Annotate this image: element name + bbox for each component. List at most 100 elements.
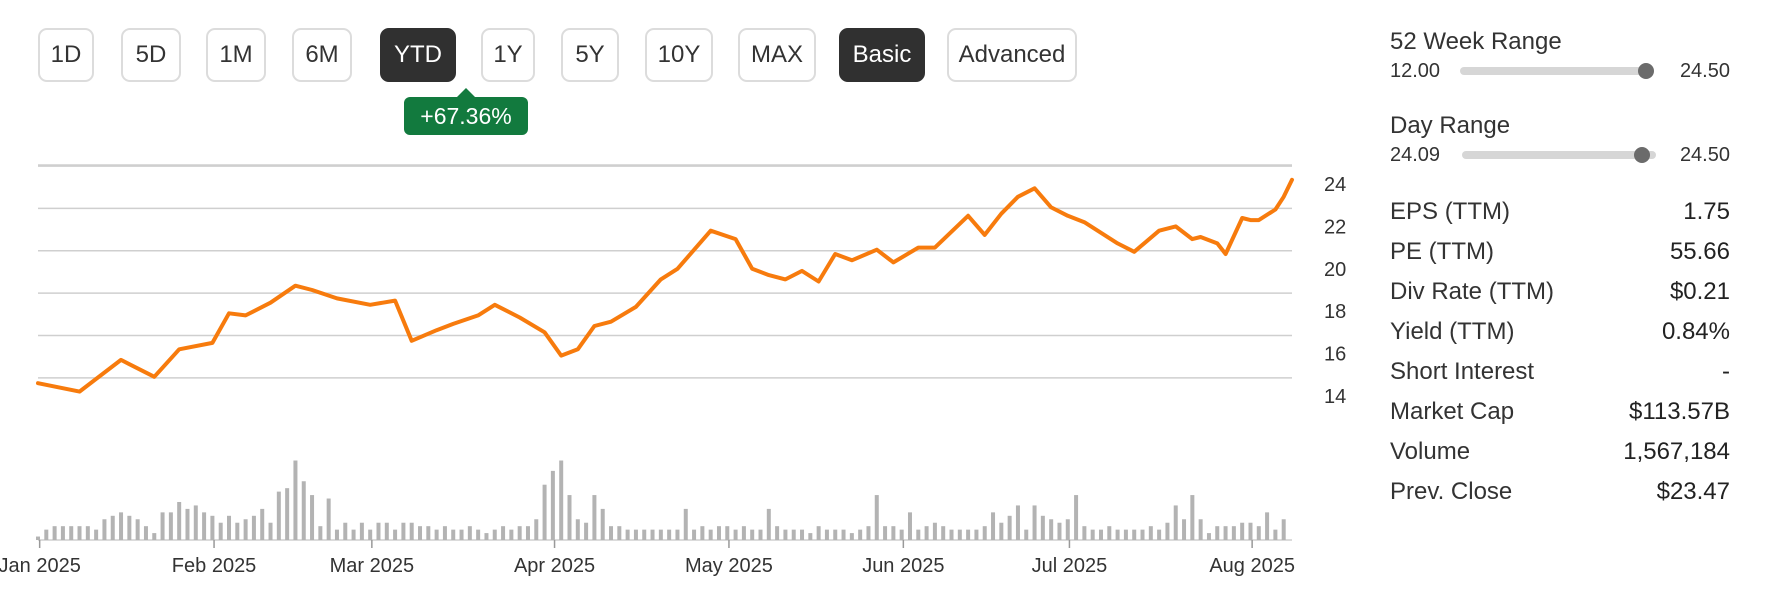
volume-bar [592, 495, 597, 540]
volume-bar [434, 529, 439, 540]
range-10y-button[interactable]: 10Y [645, 28, 713, 82]
volume-bar [110, 515, 115, 540]
x-tick-label: Feb 2025 [172, 555, 257, 577]
volume-bar [542, 484, 547, 540]
volume-bar [459, 529, 464, 540]
volume-bar [833, 529, 838, 540]
volume-bar [525, 526, 530, 540]
week52-track [1460, 67, 1650, 75]
week52-marker [1638, 63, 1655, 79]
volume-bar [891, 526, 896, 540]
volume-bar [941, 526, 946, 540]
volume-bar [36, 536, 40, 540]
volume-bar [418, 526, 423, 540]
stat-div-rate: Div Rate (TTM) $0.21 [1390, 272, 1730, 312]
volume-bar [260, 508, 265, 540]
day-low: 24.09 [1390, 144, 1441, 166]
range-ytd-button[interactable]: YTD [380, 28, 456, 82]
volume-bar [1248, 522, 1253, 540]
volume-bar [492, 529, 497, 540]
stat-short-interest: Short Interest - [1390, 352, 1730, 392]
range-6m-button[interactable]: 6M [292, 28, 352, 82]
volume-bar [467, 526, 472, 540]
volume-bar [268, 522, 273, 540]
y-tick-label: 22 [1324, 216, 1346, 238]
stat-prev-close: Prev. Close $23.47 [1390, 472, 1730, 512]
volume-bar [168, 512, 173, 540]
volume-bar [1231, 526, 1236, 540]
day-marker [1634, 147, 1651, 163]
volume-bar [517, 526, 522, 540]
volume-bar [94, 529, 99, 540]
y-axis-ticks: 14 16 18 20 22 24 [1324, 174, 1346, 408]
volume-bar [1123, 529, 1128, 540]
stat-value: $23.47 [1656, 478, 1730, 505]
volume-bar [251, 515, 256, 540]
stat-pe: PE (TTM) 55.66 [1390, 232, 1730, 272]
mode-advanced-button[interactable]: Advanced [947, 28, 1077, 82]
volume-bar [1273, 529, 1278, 540]
volume-bar [916, 529, 921, 540]
volume-bar [393, 529, 398, 540]
volume-bar [44, 529, 49, 540]
stat-label: EPS (TTM) [1390, 198, 1510, 225]
range-1m-button[interactable]: 1M [206, 28, 266, 82]
volume-bar [1065, 519, 1070, 540]
stat-label: Div Rate (TTM) [1390, 278, 1554, 305]
stat-yield: Yield (TTM) 0.84% [1390, 312, 1730, 352]
volume-bar [899, 529, 904, 540]
volume-bar [310, 495, 315, 540]
range-5d-button[interactable]: 5D [121, 28, 181, 82]
x-tick-label: Jun 2025 [862, 555, 944, 577]
volume-bar [1265, 512, 1270, 540]
volume-bar [1115, 529, 1120, 540]
volume-bar [476, 529, 481, 540]
volume-bar [725, 526, 730, 540]
volume-bar [376, 522, 381, 540]
stat-value: 1,567,184 [1623, 438, 1730, 465]
volume-bar [1132, 529, 1137, 540]
volume-bar [1098, 529, 1103, 540]
volume-bar [567, 495, 572, 540]
range-max-button[interactable]: MAX [738, 28, 816, 82]
volume-bar [210, 515, 215, 540]
x-axis-ticks: Jan 2025 Feb 2025 Mar 2025 Apr 2025 May 2025… [0, 540, 1295, 577]
y-tick-label: 24 [1324, 174, 1346, 196]
volume-bar [692, 529, 697, 540]
range-1d-button[interactable]: 1D [38, 28, 94, 82]
volume-bar [285, 488, 290, 540]
x-tick-label: Jan 2025 [0, 555, 81, 577]
mode-basic-button[interactable]: Basic [839, 28, 925, 82]
week52-high: 24.50 [1679, 60, 1730, 82]
stat-value: $113.57B [1629, 398, 1730, 425]
stat-value: $0.21 [1669, 278, 1730, 305]
volume-bar [1173, 505, 1178, 540]
volume-bar [318, 526, 323, 540]
volume-bar [343, 522, 348, 540]
week52-range-label: 52 Week Range [1390, 28, 1562, 55]
x-tick-label: May 2025 [685, 555, 773, 577]
volume-bar [642, 529, 647, 540]
volume-bar [999, 522, 1004, 540]
volume-bar [667, 529, 672, 540]
volume-bar [451, 529, 456, 540]
volume-bar [276, 491, 281, 540]
x-tick-label: Aug 2025 [1209, 555, 1295, 577]
volume-bar [949, 529, 954, 540]
volume-bar [600, 508, 605, 540]
volume-bar [69, 526, 74, 540]
volume-bar [750, 529, 755, 540]
volume-bar [52, 526, 57, 540]
volume-bar [716, 526, 721, 540]
volume-bar [658, 529, 663, 540]
range-5y-button[interactable]: 5Y [561, 28, 619, 82]
volume-bar [1256, 526, 1261, 540]
stat-market-cap: Market Cap $113.57B [1390, 392, 1730, 432]
volume-bar [152, 533, 157, 540]
volume-bar [858, 529, 863, 540]
volume-bar [783, 529, 788, 540]
range-1y-button[interactable]: 1Y [481, 28, 535, 82]
volume-bar [301, 481, 306, 540]
volume-bar [991, 512, 996, 540]
volume-bar [119, 512, 124, 540]
